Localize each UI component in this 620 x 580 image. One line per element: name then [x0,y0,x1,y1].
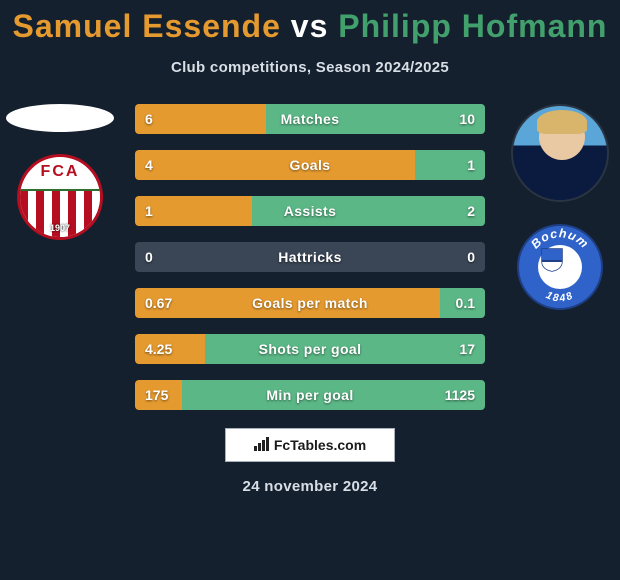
footer-date: 24 november 2024 [0,478,620,495]
player1-club-badge: FCA 1907 [17,154,103,240]
footer-brand-text: FcTables.com [274,437,366,453]
chart-icon [254,437,270,454]
stat-row: 0.670.1Goals per match [135,288,485,318]
stat-label: Matches [135,104,485,134]
stat-row: 4.2517Shots per goal [135,334,485,364]
stat-label: Shots per goal [135,334,485,364]
title-player2: Philipp Hofmann [338,8,607,44]
stat-label: Hattricks [135,242,485,272]
stat-row: 41Goals [135,150,485,180]
title-vs: vs [291,8,329,44]
footer-brand: FcTables.com [225,428,395,462]
stat-bars: 610Matches 41Goals 12Assists 00Hattricks 0.6… [135,104,485,410]
player2-avatar [511,104,609,202]
comparison-content: FCA 1907 Bochum 1848 [0,104,620,410]
page-title: Samuel Essende vs Philipp Hofmann [0,0,620,45]
stat-row: 00Hattricks [135,242,485,272]
player1-avatar [6,104,114,132]
stat-row: 1751125Min per goal [135,380,485,410]
player2-club-badge: Bochum 1848 [517,224,603,310]
title-player1: Samuel Essende [13,8,281,44]
svg-text:1848: 1848 [544,290,576,305]
bochum-shield-icon [538,245,582,289]
right-column: Bochum 1848 [500,104,620,310]
stat-label: Assists [135,196,485,226]
stat-label: Goals [135,150,485,180]
stat-label: Goals per match [135,288,485,318]
stat-row: 610Matches [135,104,485,134]
subtitle: Club competitions, Season 2024/2025 [0,59,620,76]
left-column: FCA 1907 [0,104,120,240]
fca-text: FCA [20,163,100,181]
bochum-year: 1848 [544,290,576,305]
stat-label: Min per goal [135,380,485,410]
fca-year: 1907 [20,223,100,233]
stat-row: 12Assists [135,196,485,226]
